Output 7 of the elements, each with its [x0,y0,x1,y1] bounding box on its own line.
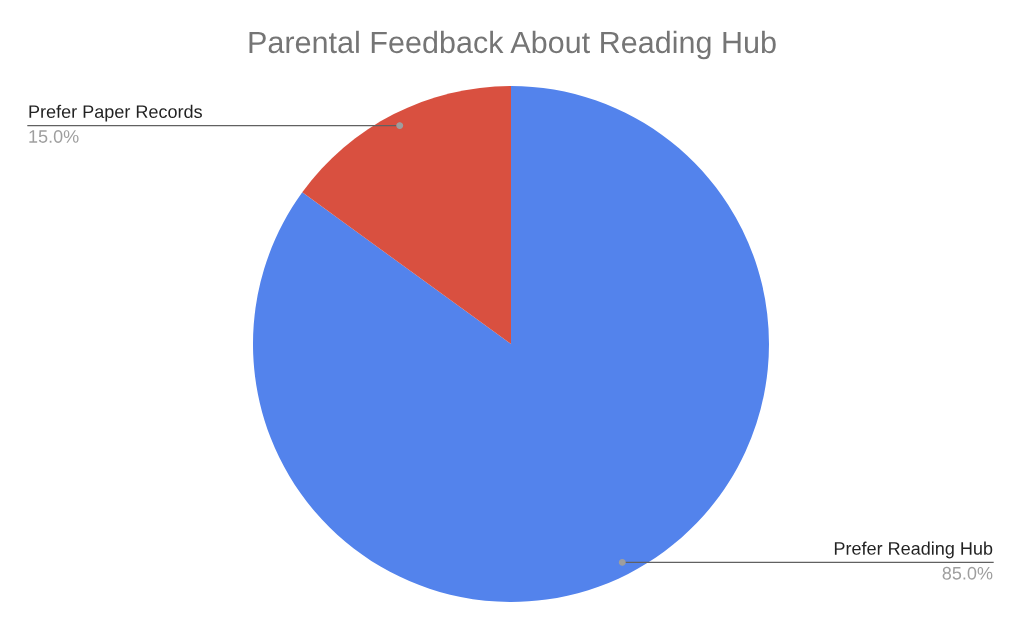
data-label: 15.0% [29,130,79,143]
chart-title: Parental Feedback About Reading Hub [249,30,776,60]
pie-slice [253,86,769,602]
data-label: 85.0% [942,566,993,580]
slice-label: Prefer Reading Hub [834,541,993,559]
pie-slice [302,86,511,344]
slice-label: Prefer Paper Records [29,104,202,122]
